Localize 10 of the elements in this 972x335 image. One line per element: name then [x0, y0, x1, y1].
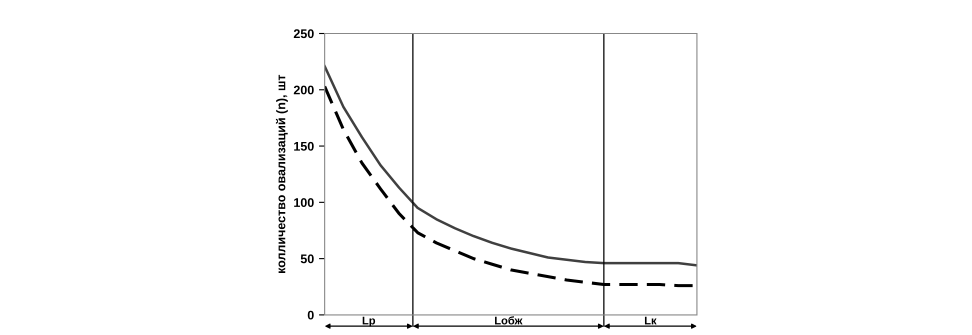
- text: Lобж: [495, 316, 523, 324]
- text: Lp: [362, 316, 376, 327]
- y-axis-title: колличество овализаций (n), шт: [276, 74, 288, 274]
- text: Lк: [644, 316, 657, 324]
- y-tick-label: 150: [294, 142, 314, 151]
- y-tick-label: 200: [294, 86, 314, 94]
- y-tick-label: 50: [300, 254, 314, 264]
- y-tick-label: 0: [308, 310, 314, 320]
- y-tick-label: 100: [294, 198, 314, 207]
- y-tick-label: 250: [294, 29, 314, 38]
